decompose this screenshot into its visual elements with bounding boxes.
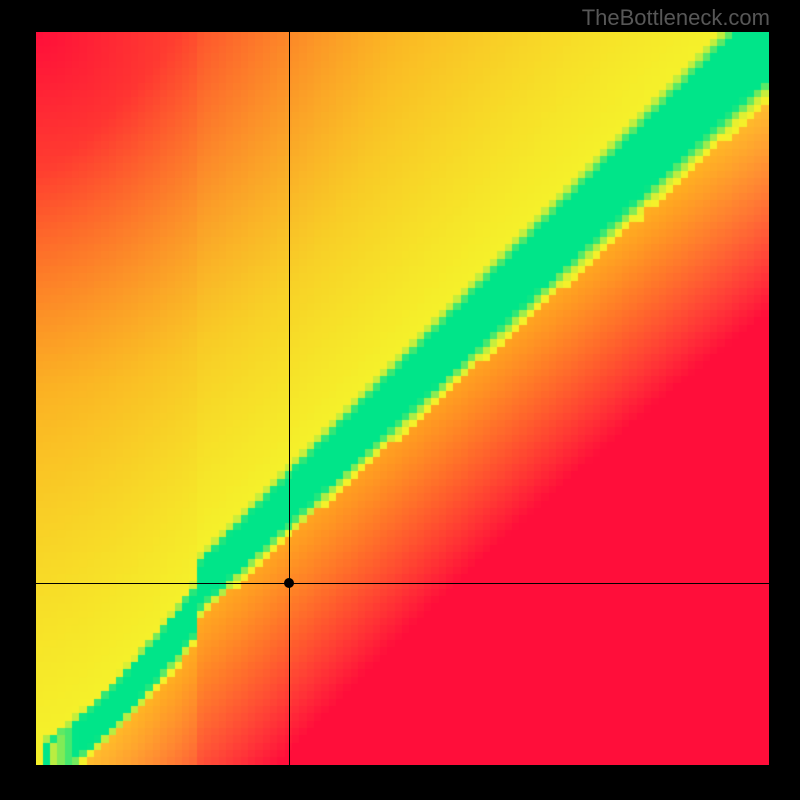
- crosshair-vertical: [289, 32, 290, 765]
- selected-point-marker: [284, 578, 294, 588]
- bottleneck-heatmap: [36, 32, 769, 765]
- heatmap-canvas: [36, 32, 769, 765]
- crosshair-horizontal: [36, 583, 769, 584]
- watermark-text: TheBottleneck.com: [582, 5, 770, 31]
